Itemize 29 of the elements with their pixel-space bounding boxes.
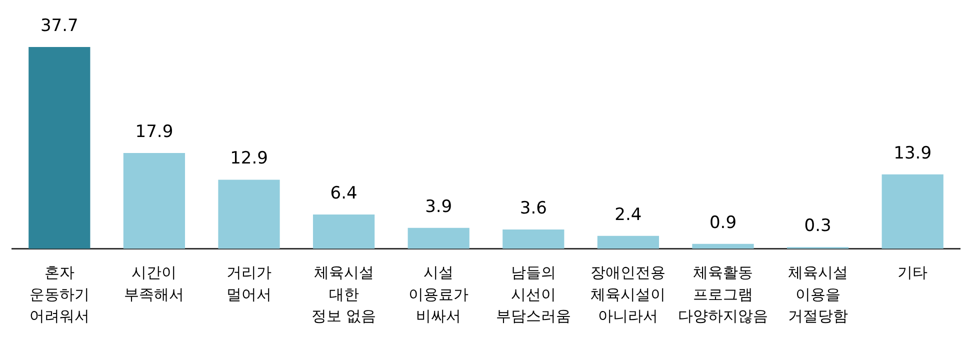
bar — [28, 47, 90, 249]
bar — [123, 152, 186, 249]
x-tick-label: 기타 — [898, 264, 928, 282]
x-tick-label: 시간이 부족해서 — [124, 264, 184, 304]
x-tick-label: 체육활동 프로그램 다양하지않음 — [678, 264, 768, 326]
data-label: 0.3 — [804, 216, 832, 236]
bar — [408, 228, 470, 249]
data-label: 13.9 — [894, 143, 932, 164]
bar — [882, 174, 944, 249]
bar — [312, 214, 375, 249]
data-label: 3.9 — [425, 196, 452, 217]
x-tick-label: 남들의 시선이 부담스러움 — [496, 264, 571, 326]
x-tick-label: 체육시설 이용을 거절당함 — [788, 264, 848, 326]
data-label: 0.9 — [709, 212, 737, 233]
bar — [597, 236, 660, 249]
x-tick-label: 혼자 운동하기 어려워서 — [29, 264, 90, 326]
data-label: 17.9 — [135, 122, 174, 142]
bar — [502, 229, 564, 249]
x-tick-label: 장애인전용 체육시설이 아니라서 — [590, 264, 666, 326]
data-label: 3.6 — [520, 198, 547, 218]
data-label: 12.9 — [230, 148, 268, 169]
data-label: 2.4 — [614, 204, 642, 225]
x-tick-label: 거리가 멀어서 — [226, 264, 272, 304]
data-label: 37.7 — [40, 16, 78, 36]
x-tick-label: 체육시설 대한 정보 없음 — [311, 264, 376, 326]
bar — [692, 244, 754, 249]
bar — [218, 180, 280, 249]
x-tick-label: 시설 이용료가 비싸서 — [408, 264, 469, 326]
data-label: 6.4 — [330, 183, 358, 204]
